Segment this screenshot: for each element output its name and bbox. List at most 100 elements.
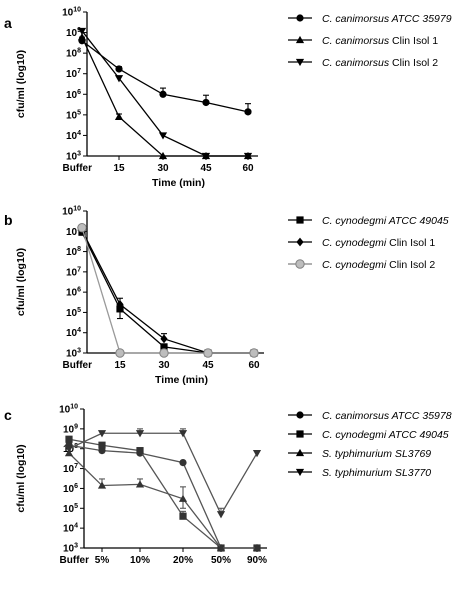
data-point <box>98 447 106 455</box>
legend-entry: C. canimorsus ATCC 35978 <box>288 410 452 422</box>
y-tick-label: 108 <box>66 48 81 60</box>
series-line <box>68 432 258 516</box>
y-tick-label: 109 <box>66 27 81 39</box>
y-tick-label: 104 <box>63 523 78 535</box>
series-2 <box>65 435 261 552</box>
y-tick-label: 103 <box>66 348 81 360</box>
x-tick-label: 45 <box>202 360 214 371</box>
y-axis-label: cfu/ml (log10) <box>15 444 27 512</box>
data-point <box>135 480 145 488</box>
x-tick-label: Buffer <box>60 555 90 566</box>
legend-entry: C. cynodegmi Clin Isol 1 <box>288 237 435 249</box>
x-tick-label: 90% <box>247 555 267 566</box>
data-point <box>178 430 188 438</box>
panel-b: b1031041051061071081091010Buffer15304560… <box>4 206 449 387</box>
y-tick-label: 108 <box>66 246 81 258</box>
x-axis-label: Time (min) <box>155 374 208 386</box>
y-axis-label: cfu/ml (log10) <box>15 50 27 118</box>
series-line <box>81 227 254 354</box>
panel-letter: b <box>4 212 13 228</box>
legend-entry: S. typhimurium SL3770 <box>288 467 431 479</box>
y-tick-label: 106 <box>66 287 81 299</box>
legend-marker <box>296 430 304 438</box>
legend-label: S. typhimurium SL3769 <box>322 448 431 460</box>
legend-entry: C. cynodegmi ATCC 49045 <box>288 215 449 227</box>
legend-label: C. cynodegmi Clin Isol 1 <box>322 237 435 249</box>
data-point <box>65 435 73 443</box>
series-3 <box>64 449 262 552</box>
x-axis-label: Time (min) <box>152 177 205 189</box>
data-point <box>249 348 259 358</box>
data-point <box>243 152 253 161</box>
data-point <box>216 511 226 519</box>
series-line <box>68 444 257 549</box>
legend-marker <box>296 216 304 224</box>
y-axis-label: cfu/ml (log10) <box>15 248 27 316</box>
data-point <box>160 334 168 344</box>
x-tick-label: 30 <box>157 163 169 174</box>
data-point <box>203 348 213 358</box>
data-point <box>136 447 144 455</box>
y-tick-label: 1010 <box>62 206 81 218</box>
legend-marker <box>296 237 304 247</box>
data-point <box>97 481 107 489</box>
series-line <box>68 452 257 549</box>
legend-entry: C. cynodegmi ATCC 49045 <box>288 429 449 441</box>
data-point <box>252 450 262 458</box>
y-tick-label: 106 <box>63 483 78 495</box>
data-point <box>116 299 124 309</box>
data-point <box>159 90 167 98</box>
data-point <box>114 75 124 83</box>
x-tick-label: 10% <box>130 555 150 566</box>
data-point <box>115 348 125 358</box>
data-point <box>114 112 124 120</box>
data-point <box>135 430 145 438</box>
series-4 <box>64 428 262 519</box>
data-point <box>158 132 168 140</box>
panel-a: a 103 104 105 106 107 108 109 1010 Buffer 15 30 45 60… <box>4 7 452 190</box>
legend-entry: S. typhimurium SL3769 <box>288 448 431 460</box>
legend-label: C. cynodegmi ATCC 49045 <box>322 429 449 441</box>
legend-marker <box>295 259 305 269</box>
y-tick-label: 1010 <box>62 7 81 19</box>
legend-label: C. cynodegmi ATCC 49045 <box>322 215 449 227</box>
data-point <box>244 108 252 116</box>
x-tick-label: 50% <box>211 555 231 566</box>
series-line <box>81 40 249 113</box>
data-point <box>159 348 169 358</box>
x-tick-label: 30 <box>158 360 170 371</box>
y-tick-label: 104 <box>66 130 81 142</box>
series-1 <box>78 227 258 357</box>
x-tick-label: Buffer <box>63 360 93 371</box>
legend-marker <box>296 411 304 419</box>
legend-entry: C. canimorsus ATCC 35979 <box>288 13 452 25</box>
y-tick-label: 107 <box>63 463 78 475</box>
data-point <box>115 65 123 73</box>
series-1 <box>78 36 252 116</box>
series-3 <box>77 223 259 358</box>
legend-marker <box>295 35 305 44</box>
y-tick-label: 105 <box>66 109 81 121</box>
y-tick-label: 106 <box>66 89 81 101</box>
data-point <box>98 441 106 449</box>
series-line <box>81 230 254 354</box>
data-point <box>160 343 168 351</box>
legend-label: C. canimorsus Clin Isol 2 <box>322 57 438 69</box>
y-tick-label: 107 <box>66 68 81 80</box>
legend-label: C. canimorsus ATCC 35979 <box>322 13 452 25</box>
y-tick-label: 103 <box>66 151 81 163</box>
y-tick-label: 107 <box>66 266 81 278</box>
legend-entry: C. canimorsus Clin Isol 2 <box>288 57 438 69</box>
panel-letter: c <box>4 407 12 423</box>
data-point <box>77 33 87 41</box>
data-point <box>116 305 124 313</box>
legend-marker <box>295 468 305 477</box>
data-point <box>178 494 188 502</box>
legend-label: C. canimorsus ATCC 35978 <box>322 410 452 422</box>
x-tick-label: 60 <box>242 163 254 174</box>
y-tick-label: 1010 <box>59 404 78 416</box>
data-point <box>202 98 210 107</box>
legend-label: C. cynodegmi Clin Isol 2 <box>322 259 435 271</box>
panel-letter: a <box>4 15 12 31</box>
